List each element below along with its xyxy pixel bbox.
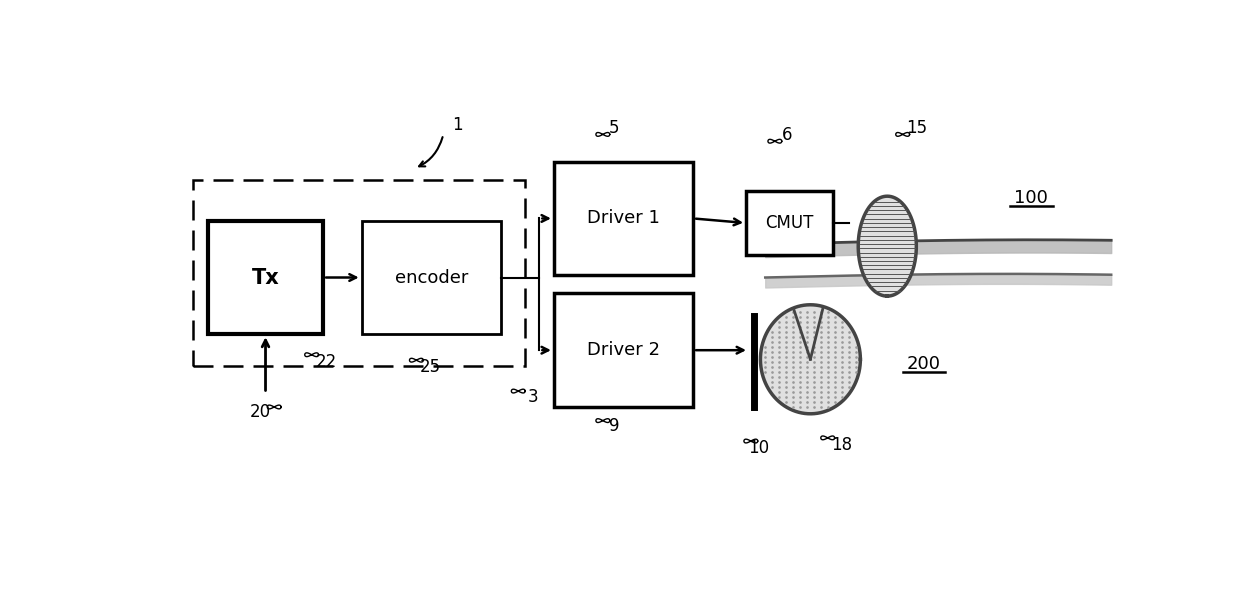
Text: 10: 10: [748, 439, 769, 457]
Text: 15: 15: [906, 120, 928, 137]
Bar: [362, 221, 501, 335]
Text: 25: 25: [420, 358, 441, 376]
Text: 1: 1: [453, 116, 463, 135]
Text: 200: 200: [906, 355, 941, 373]
Polygon shape: [858, 196, 916, 296]
Text: Driver 2: Driver 2: [587, 341, 660, 359]
Text: 9: 9: [609, 417, 620, 435]
Bar: [554, 293, 693, 407]
Text: 18: 18: [832, 435, 853, 454]
Text: 6: 6: [782, 126, 792, 145]
Bar: [193, 180, 525, 366]
Text: 5: 5: [609, 119, 620, 137]
Bar: [554, 162, 693, 275]
Text: encoder: encoder: [394, 268, 467, 287]
Polygon shape: [760, 305, 861, 414]
Text: 20: 20: [250, 404, 272, 421]
Text: Driver 1: Driver 1: [587, 209, 660, 228]
Text: 100: 100: [1014, 189, 1048, 207]
Text: 22: 22: [315, 353, 337, 371]
Bar: [746, 191, 832, 255]
Text: 3: 3: [527, 388, 538, 406]
Text: CMUT: CMUT: [765, 214, 813, 232]
Bar: [208, 221, 324, 335]
Text: Tx: Tx: [252, 267, 279, 287]
